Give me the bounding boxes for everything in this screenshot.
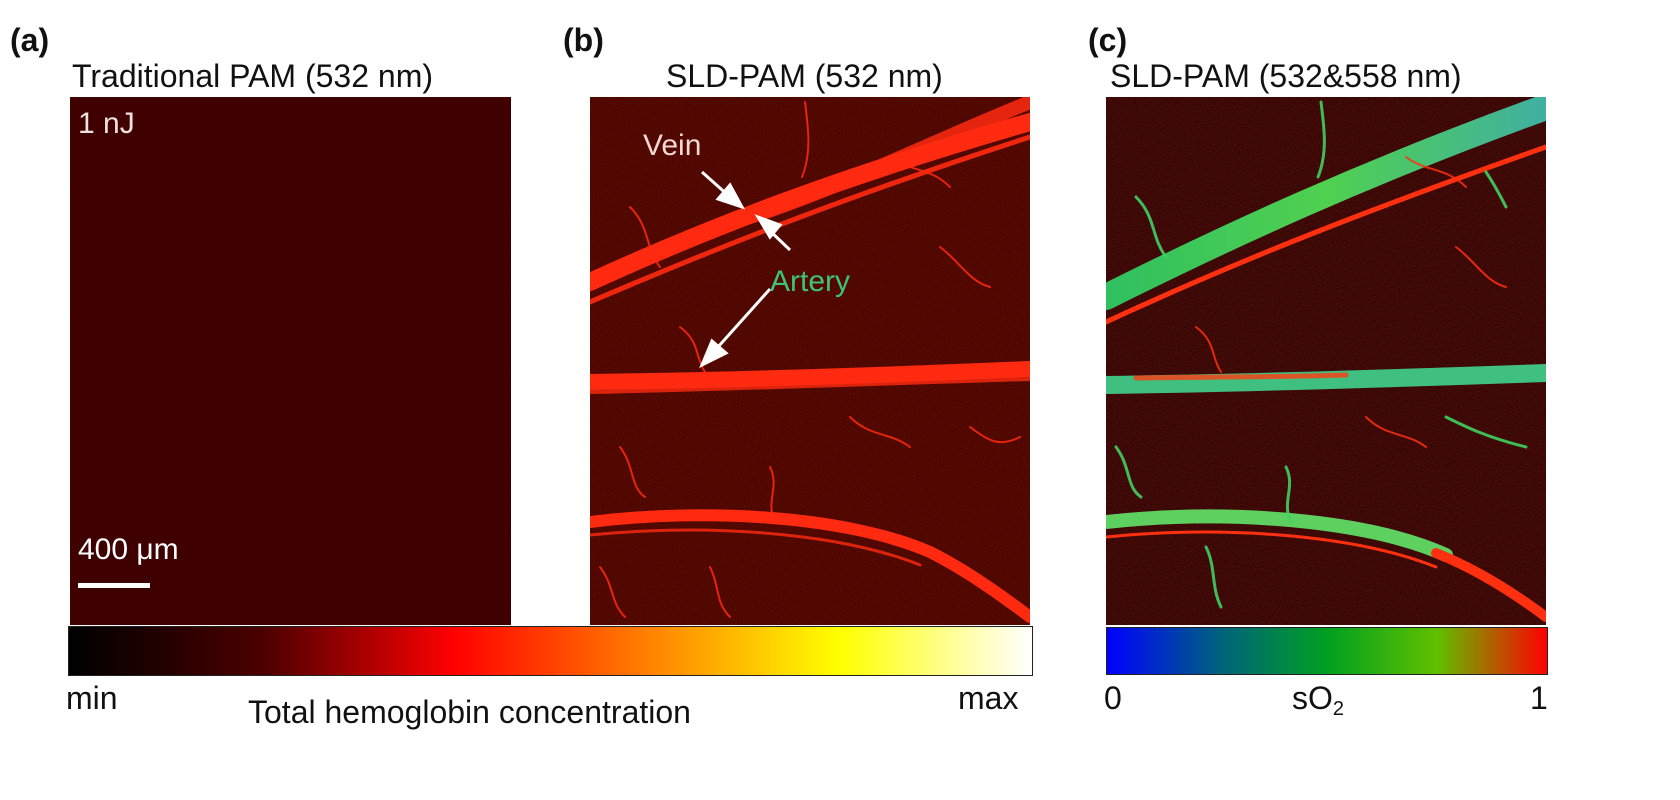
scalebar-label: 400 μm: [78, 533, 179, 566]
scalebar: [78, 583, 150, 588]
panel-a-label: (a): [10, 22, 50, 58]
so2-vessel-upper: [1106, 97, 1546, 310]
panel-b-image: Vein Artery: [590, 97, 1030, 625]
energy-label: 1 nJ: [78, 107, 135, 140]
panel-c-title: SLD-PAM (532&558 nm): [1110, 58, 1462, 94]
colorbar-so2-label: sO2: [1292, 680, 1345, 720]
colorbar-hb-max: max: [958, 680, 1019, 716]
so2-vessel-middle: [1106, 364, 1546, 394]
panel-a-title: Traditional PAM (532 nm): [72, 58, 434, 94]
panel-a-image: 1 nJ 400 μm: [70, 97, 511, 625]
vessel-lower: [590, 509, 1030, 623]
vein-annotation: Vein: [643, 129, 702, 162]
panel-c-label: (c): [1088, 22, 1128, 58]
hemoglobin-colorbar: [68, 626, 1033, 676]
vessel-middle: [590, 361, 1030, 390]
panel-b-title: SLD-PAM (532 nm): [666, 58, 943, 94]
panel-c-image: [1106, 97, 1546, 625]
panel-b-label: (b): [563, 22, 604, 58]
colorbar-so2-max: 1: [1530, 680, 1548, 716]
so2-colorbar: [1106, 627, 1548, 675]
colorbar-so2-min: 0: [1104, 680, 1122, 716]
colorbar-hb-label: Total hemoglobin concentration: [248, 694, 691, 730]
artery-annotation: Artery: [770, 265, 851, 298]
colorbar-hb-min: min: [66, 680, 118, 716]
